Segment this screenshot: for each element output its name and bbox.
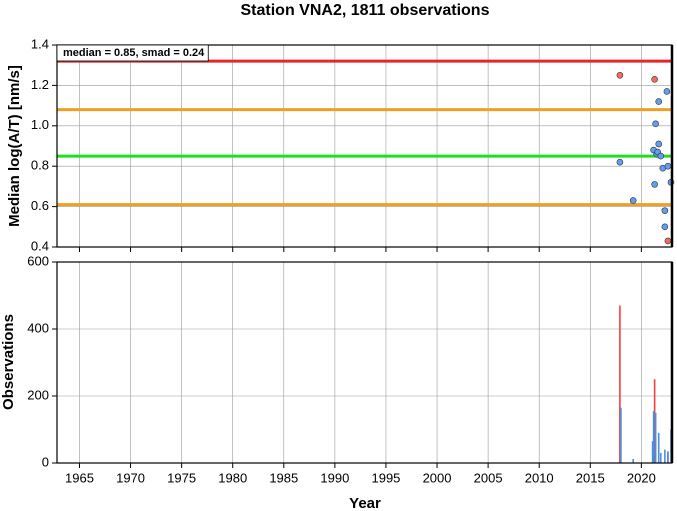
point xyxy=(661,207,669,214)
chart-title: Station VNA2, 1811 observations xyxy=(241,2,490,19)
bar xyxy=(659,452,662,463)
y-tick-label: 0.4 xyxy=(31,238,49,253)
point xyxy=(629,197,637,204)
x-tick-label: 1990 xyxy=(320,470,349,485)
point xyxy=(651,181,658,188)
point xyxy=(616,72,624,79)
y-tick-label: 1.2 xyxy=(31,77,49,92)
x-tick-label: 2015 xyxy=(576,470,605,485)
y-tick-label: 0 xyxy=(42,454,49,469)
x-tick-label: 1970 xyxy=(116,470,145,485)
bar xyxy=(664,449,666,463)
bar xyxy=(653,379,656,463)
point xyxy=(663,88,671,95)
x-tick-label: 1965 xyxy=(65,470,94,485)
y-axis-label: Observations xyxy=(0,314,17,410)
y-tick-label: 200 xyxy=(27,387,49,402)
y-tick-label: 1.4 xyxy=(31,36,49,51)
point xyxy=(664,237,672,245)
y-tick-label: 0.8 xyxy=(31,158,49,173)
x-tick-label: 1995 xyxy=(371,470,400,485)
x-tick-label: 1980 xyxy=(218,470,247,485)
plot-frame xyxy=(56,261,673,464)
point xyxy=(651,76,658,83)
point xyxy=(664,162,672,170)
x-tick-label: 2005 xyxy=(474,470,503,485)
bar xyxy=(620,407,622,463)
bar xyxy=(632,458,634,463)
x-tick-label: 1985 xyxy=(269,470,298,485)
bar xyxy=(652,411,655,463)
y-tick-label: 0.6 xyxy=(31,198,49,213)
y-axis-label: Median log(A/T) [nm/s] xyxy=(6,65,23,227)
point xyxy=(616,158,624,166)
x-tick-label: 1975 xyxy=(167,470,196,485)
bar xyxy=(654,412,657,463)
x-tick-label: 2000 xyxy=(423,470,452,485)
y-tick-label: 600 xyxy=(27,253,49,268)
bar xyxy=(667,451,669,463)
point xyxy=(655,140,663,148)
y-tick-label: 1.0 xyxy=(31,117,49,132)
y-tick-label: 400 xyxy=(27,320,49,335)
point xyxy=(661,223,669,231)
annotation-box xyxy=(56,44,209,62)
bar xyxy=(657,432,660,463)
bar xyxy=(651,441,654,463)
plot-frame xyxy=(56,44,673,248)
x-tick-label: 2010 xyxy=(525,470,554,485)
point xyxy=(655,98,663,105)
x-axis-label: Year xyxy=(349,495,381,511)
annotation: median = 0.85, smad = 0.24 xyxy=(63,47,205,59)
bar xyxy=(619,305,621,463)
point xyxy=(657,152,665,160)
point xyxy=(652,120,659,128)
x-tick-label: 2020 xyxy=(627,470,656,485)
